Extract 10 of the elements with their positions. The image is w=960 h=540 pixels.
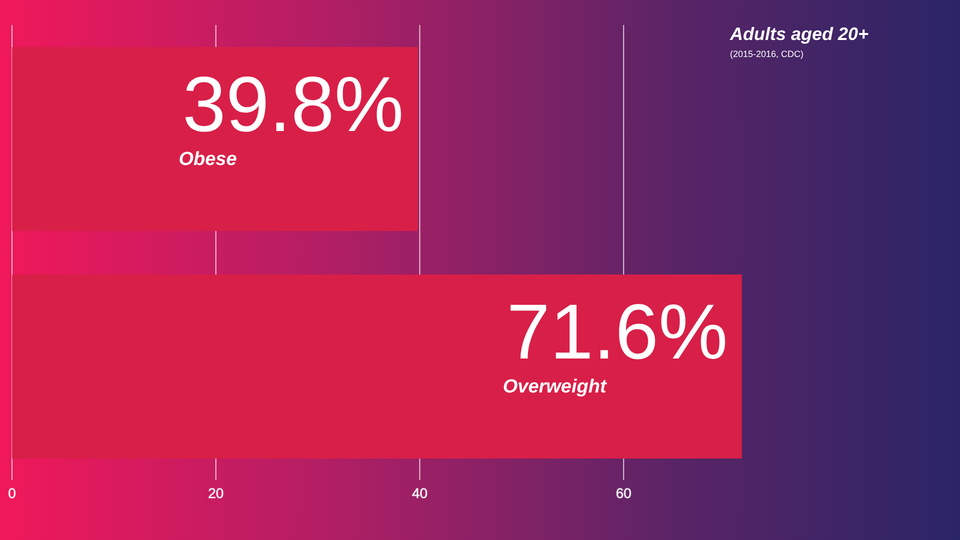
x-tick-label: 60	[616, 484, 632, 501]
x-tick-label: 40	[412, 484, 428, 501]
chart-title: Adults aged 20+	[730, 24, 870, 45]
text: (2015-2016, CDC)	[730, 49, 805, 59]
y-tick-label: Obese	[178, 149, 238, 170]
data-label: 39.8%	[182, 60, 404, 148]
x-tick-label: 0	[8, 484, 16, 501]
x-tick-label: 20	[208, 484, 224, 501]
data-label: 71.6%	[506, 288, 728, 376]
y-tick-label: Overweight	[502, 376, 607, 398]
